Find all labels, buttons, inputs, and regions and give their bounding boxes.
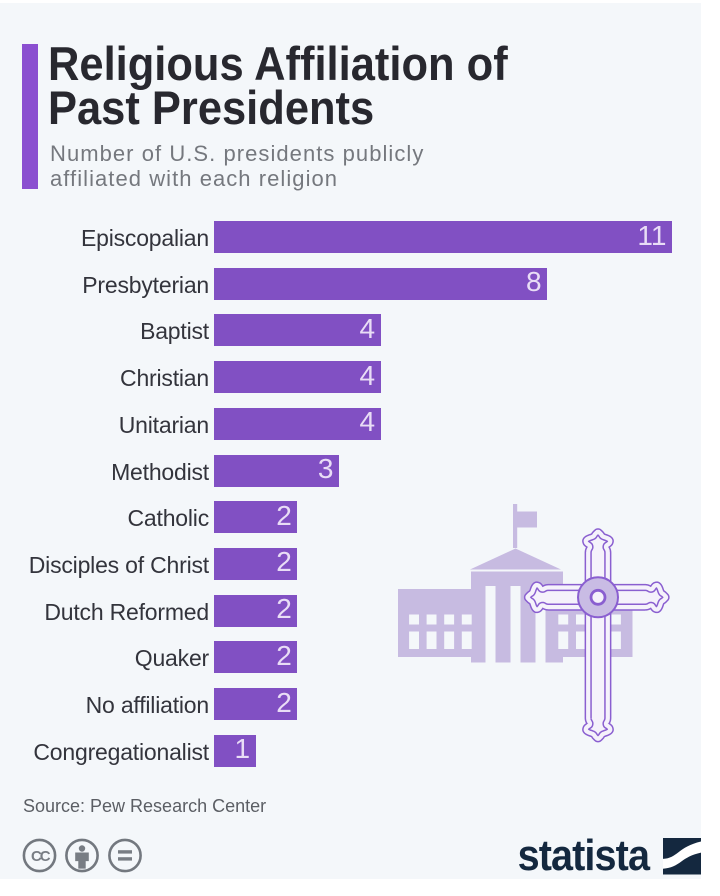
svg-text:CC: CC <box>31 848 51 865</box>
